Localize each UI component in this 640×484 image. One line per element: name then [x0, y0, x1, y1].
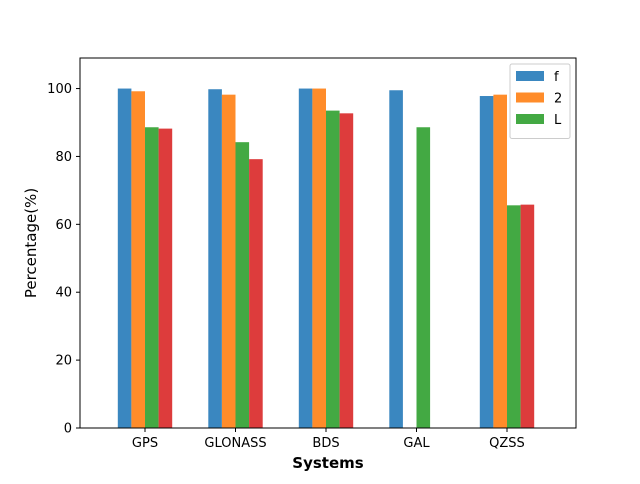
- bar-gal-series-1: [389, 90, 403, 428]
- x-tick-label: GLONASS: [204, 436, 266, 451]
- bar-glonass-series-4: [249, 159, 263, 428]
- legend-label: L: [554, 113, 562, 128]
- y-axis: 0 20 40 60 80 100: [47, 82, 80, 437]
- bar-glonass-series-3: [235, 142, 250, 428]
- legend-label: f: [554, 70, 559, 85]
- x-tick-label: BDS: [312, 436, 339, 451]
- y-tick-label: 0: [64, 422, 72, 437]
- bar-qzss-series-3: [507, 205, 521, 428]
- bar-glonass-series-2: [221, 94, 236, 428]
- bar-gps-series-1: [117, 88, 132, 429]
- x-tick-label: GPS: [132, 436, 158, 451]
- bar-glonass-series-1: [208, 89, 222, 428]
- x-tick-label: GAL: [403, 436, 430, 451]
- x-axis: GPS GLONASS BDS GAL QZSS: [132, 428, 525, 451]
- bar-gps-series-2: [131, 91, 145, 429]
- legend: f 2 L: [509, 63, 571, 139]
- y-tick-label: 20: [55, 354, 72, 369]
- bar-qzss-series-2: [493, 94, 507, 428]
- y-axis-title: Percentage(%): [22, 188, 40, 298]
- legend-swatch: [516, 71, 544, 81]
- bar-bds-series-2: [312, 88, 326, 429]
- y-tick-label: 60: [55, 218, 72, 233]
- y-tick-label: 100: [47, 82, 72, 97]
- legend-label: 2: [554, 92, 562, 107]
- bar-gps-series-4: [158, 128, 173, 429]
- y-tick-label: 80: [55, 150, 72, 165]
- plot-area-frame: [79, 57, 577, 429]
- y-tick-label: 40: [55, 286, 72, 301]
- legend-swatch: [516, 114, 544, 124]
- x-tick-label: QZSS: [489, 436, 525, 451]
- legend-swatch: [516, 92, 544, 103]
- bars-layer: [117, 88, 535, 429]
- bar-bds-series-4: [339, 113, 354, 428]
- bar-gal-series-3: [416, 127, 431, 428]
- bar-bds-series-3: [326, 110, 340, 429]
- bar-qzss-series-4: [520, 204, 535, 428]
- bar-bds-series-1: [298, 88, 313, 429]
- bar-gps-series-3: [145, 127, 159, 428]
- bar-qzss-series-1: [479, 96, 494, 429]
- x-axis-title: Systems: [292, 454, 363, 472]
